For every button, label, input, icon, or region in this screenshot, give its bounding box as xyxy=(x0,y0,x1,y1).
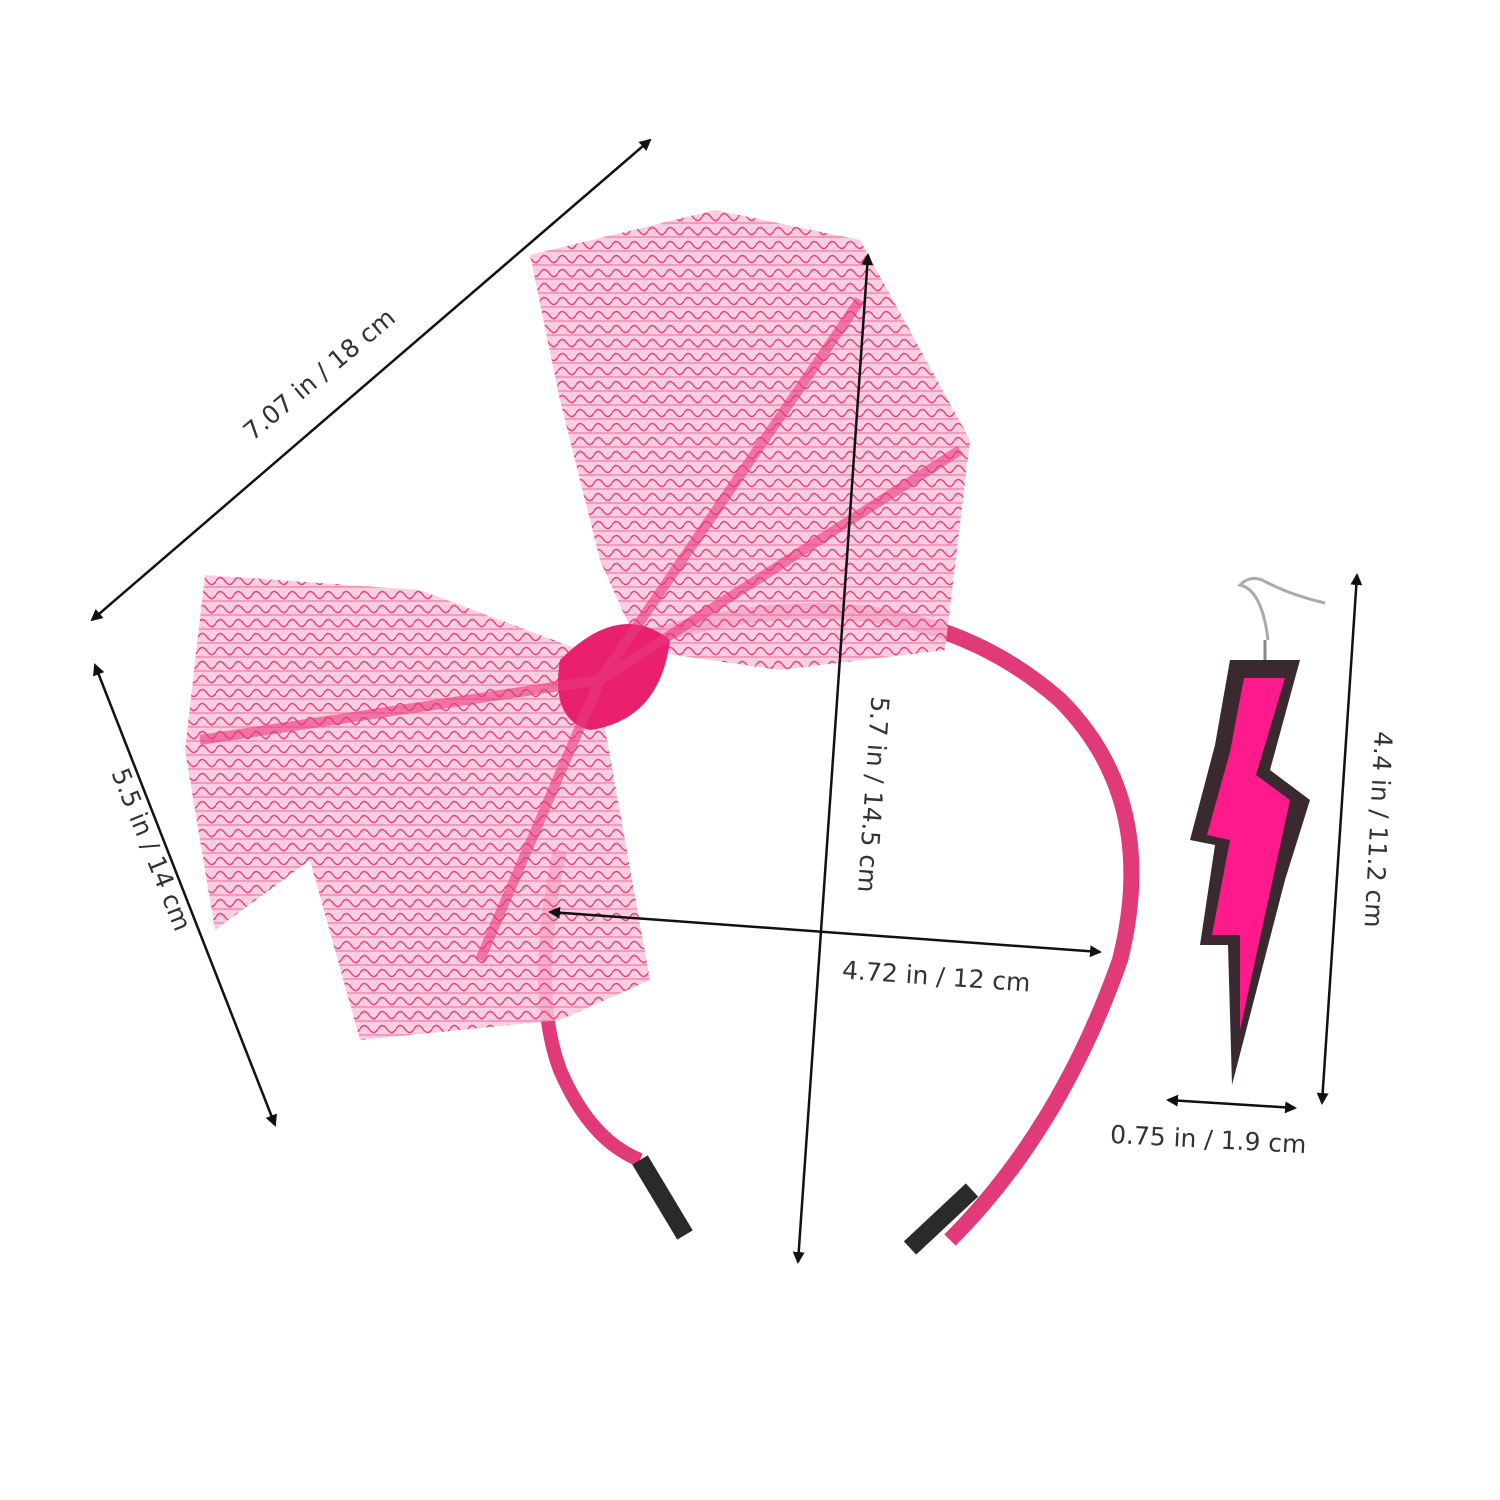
arrow-headband-width xyxy=(548,906,1102,958)
arrow-earring-length xyxy=(1316,573,1363,1105)
lightning-bolt-earring xyxy=(1190,576,1326,1085)
arrow-bow-width xyxy=(90,138,652,622)
arrow-earring-width xyxy=(1166,1094,1297,1114)
headband-tip-left xyxy=(632,1155,693,1240)
headband-tip-right xyxy=(903,1183,979,1255)
arrow-headband-height xyxy=(792,253,874,1264)
lace-bow xyxy=(185,210,970,1040)
arrow-bow-height xyxy=(93,663,277,1127)
